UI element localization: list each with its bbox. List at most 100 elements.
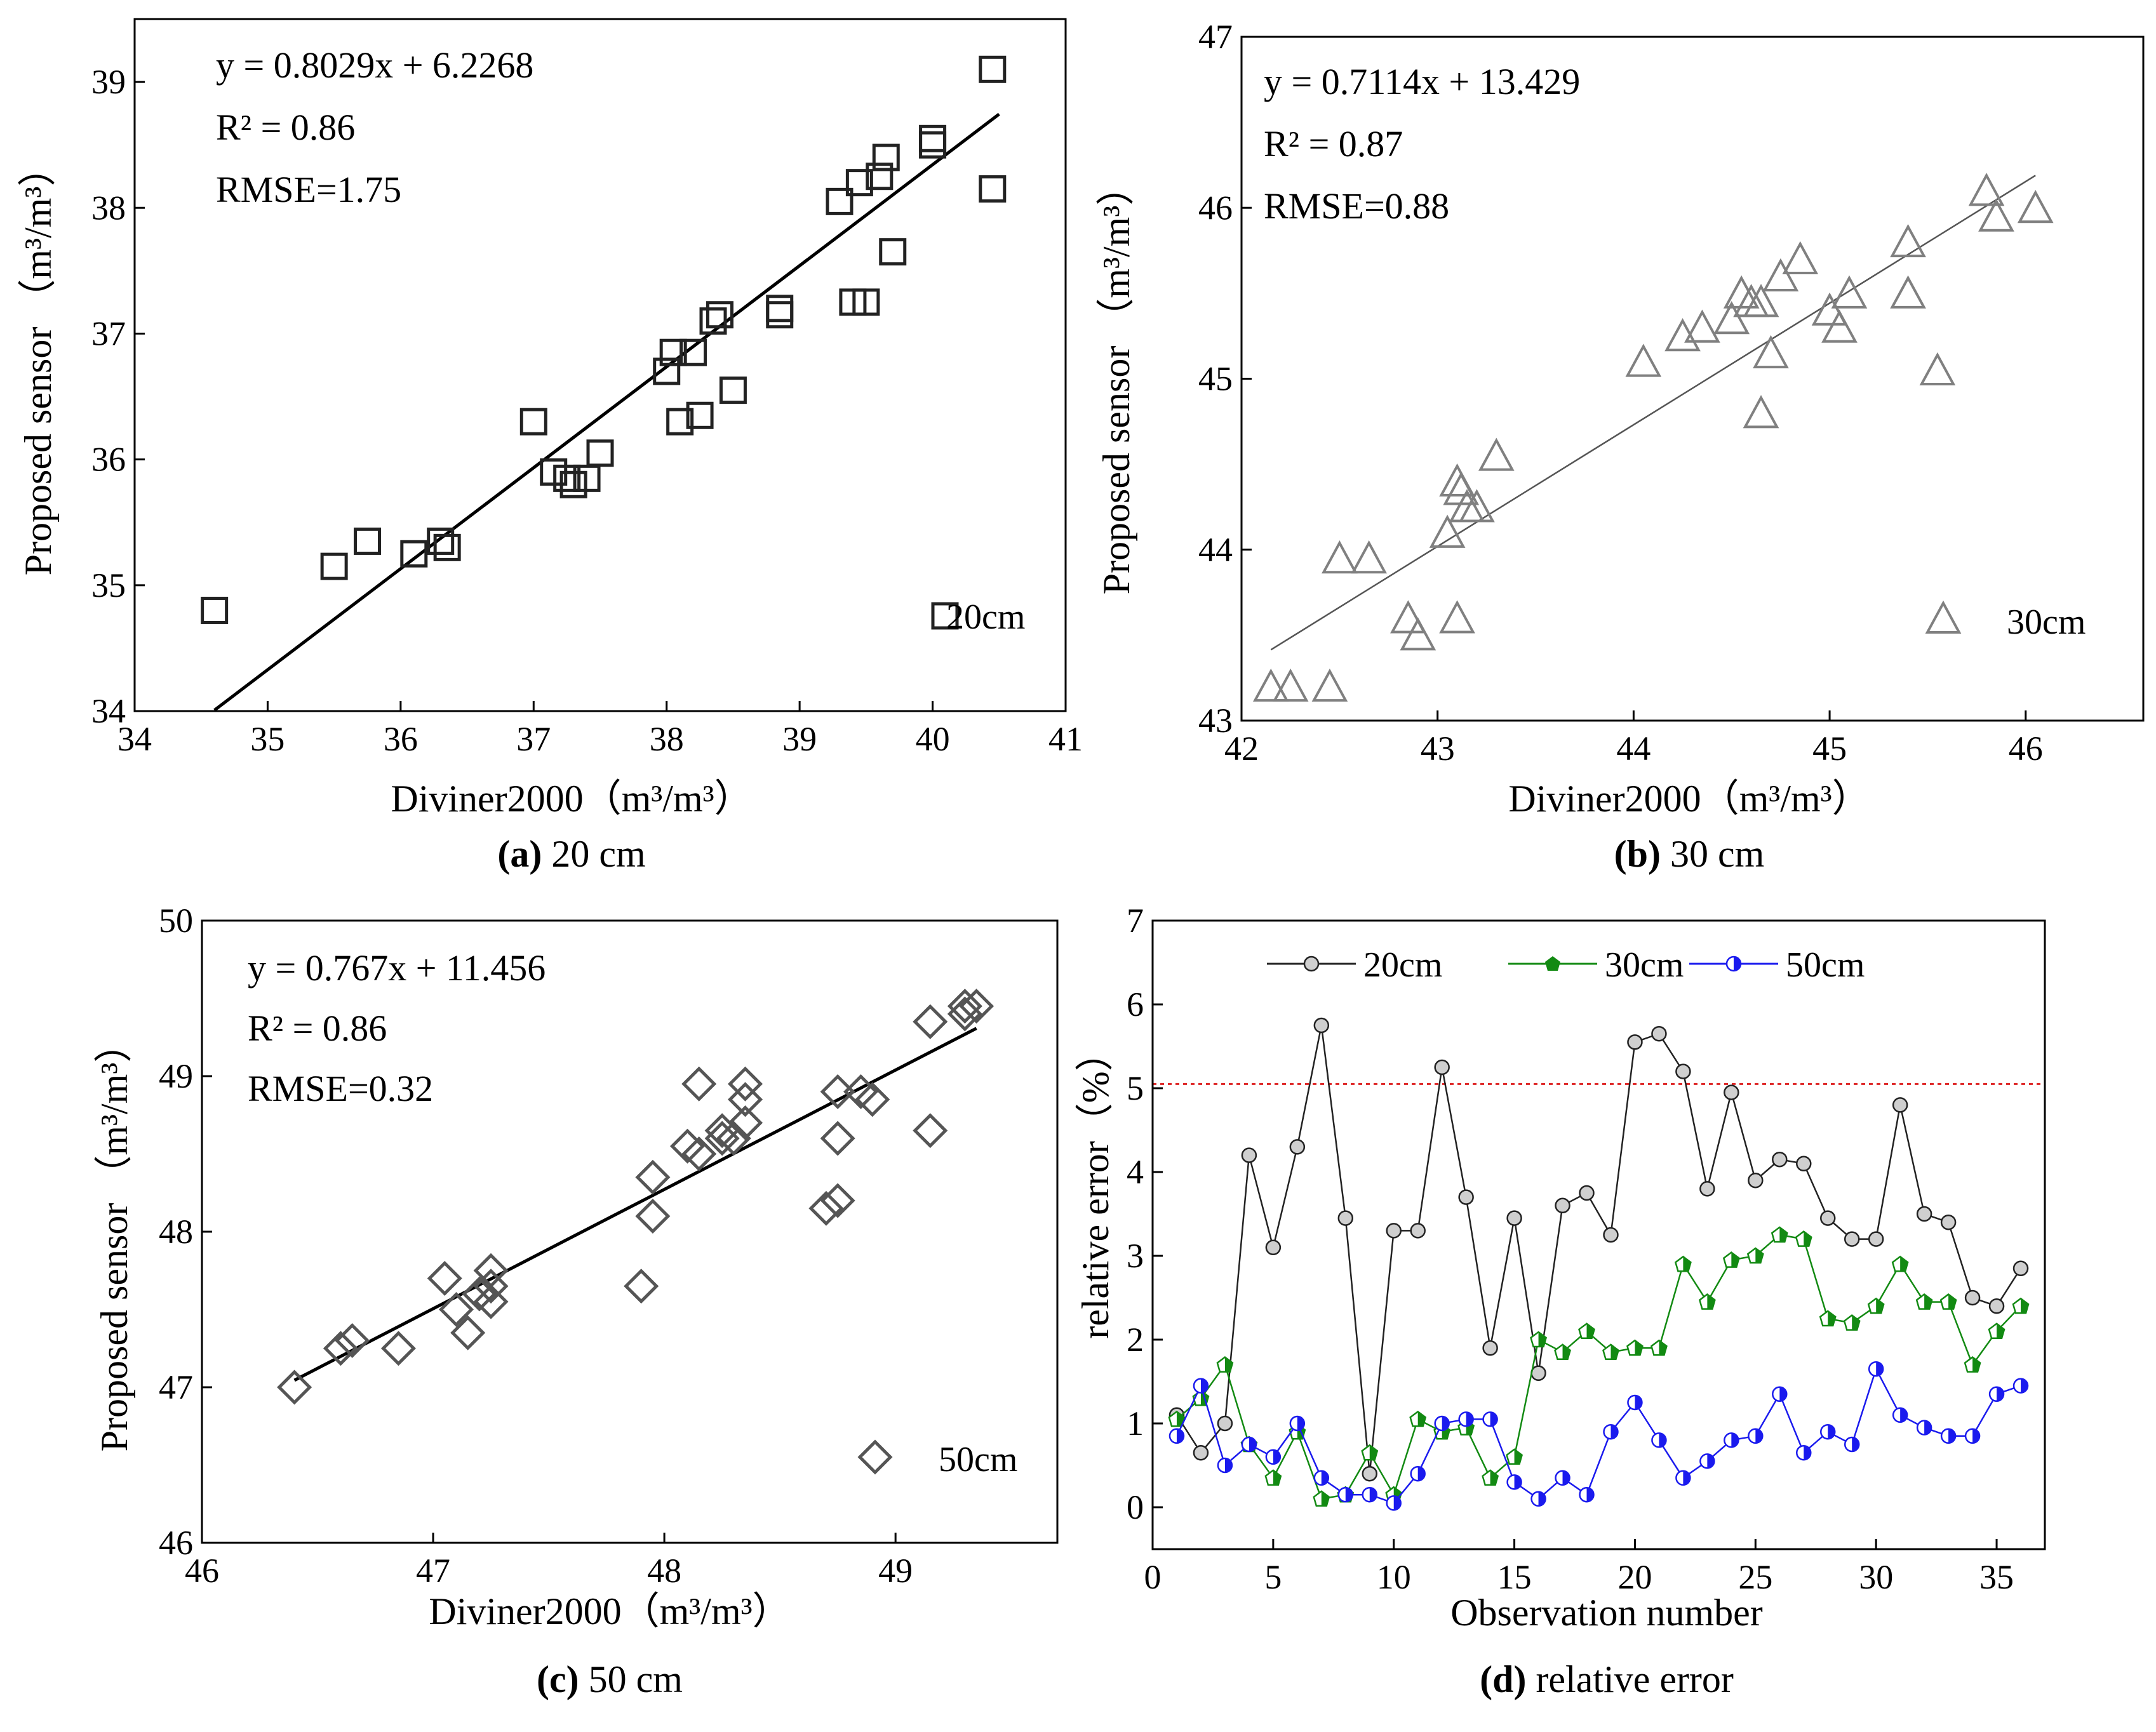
x-tick-label: 47	[416, 1552, 450, 1590]
y-tick-label: 46	[159, 1524, 193, 1562]
y-tick-label: 5	[1127, 1069, 1144, 1107]
legend-marker-fill	[1734, 957, 1741, 971]
data-point-fill	[1200, 1378, 1208, 1393]
data-point-fill	[1852, 1437, 1859, 1451]
x-tick-label: 34	[117, 720, 152, 758]
data-point	[1193, 1444, 1209, 1461]
plot-frame	[133, 18, 1067, 712]
data-point	[913, 1004, 948, 1039]
x-tick-label: 38	[650, 720, 684, 758]
data-point-fill	[1828, 1311, 1836, 1326]
data-point	[1603, 1227, 1619, 1243]
data-point	[659, 338, 687, 366]
data-point	[1252, 668, 1289, 702]
data-point	[1988, 1298, 2005, 1314]
data-point	[1362, 1465, 1378, 1482]
data-point	[1410, 1223, 1426, 1239]
data-point-fill	[1273, 1449, 1280, 1464]
data-point	[380, 1331, 416, 1366]
data-point	[553, 464, 581, 492]
data-point	[919, 124, 947, 152]
data-point-fill	[1562, 1344, 1570, 1359]
data-point	[1429, 514, 1466, 548]
data-point-fill	[1393, 1496, 1401, 1510]
x-axis-label: Diviner2000（m³/m³）	[1508, 778, 1870, 820]
data-point-fill	[1755, 1248, 1764, 1263]
data-point	[826, 187, 854, 215]
data-point-fill	[1779, 1387, 1787, 1401]
data-point	[1724, 1084, 1739, 1100]
data-point	[586, 439, 614, 467]
panel-caption-text: relative error	[1526, 1658, 1733, 1700]
data-point	[1217, 1415, 1233, 1432]
y-tick-label: 1	[1127, 1404, 1144, 1442]
data-point	[1313, 1017, 1330, 1034]
data-point	[635, 1198, 671, 1234]
x-tick-label: 43	[1421, 729, 1455, 768]
data-point	[727, 1066, 763, 1102]
x-tick-label: 15	[1497, 1558, 1532, 1596]
legend-label: 30cm	[1605, 945, 1684, 985]
data-point	[1579, 1185, 1595, 1201]
data-point-fill	[1876, 1362, 1884, 1376]
panel-caption: (a) 20 cm	[497, 833, 645, 875]
annotation-text: y = 0.7114x + 13.429	[1264, 61, 1580, 102]
data-point	[845, 169, 873, 197]
x-tick-label: 48	[647, 1552, 681, 1590]
y-tick-label: 7	[1127, 902, 1144, 940]
data-point-fill	[1321, 1470, 1329, 1485]
data-point-fill	[2021, 1378, 2028, 1393]
panel-caption-letter: (d)	[1480, 1658, 1526, 1700]
data-point-fill	[1369, 1445, 1377, 1460]
data-point-fill	[1876, 1298, 1884, 1314]
data-point	[680, 338, 707, 366]
series-line-20cm	[1175, 1025, 2022, 1474]
y-tick-label: 47	[1198, 18, 1233, 56]
legend-label: 50cm	[1786, 945, 1865, 985]
data-point	[766, 301, 794, 329]
data-point	[1311, 668, 1348, 702]
data-point-fill	[1442, 1416, 1449, 1430]
data-point-fill	[1417, 1467, 1425, 1481]
data-point-fill	[1828, 1425, 1835, 1439]
data-point	[1265, 1239, 1282, 1256]
data-point	[323, 1331, 358, 1366]
data-point-fill	[1779, 1227, 1788, 1242]
data-point-fill	[1514, 1475, 1522, 1489]
data-point	[1748, 1172, 1764, 1189]
y-tick-label: 4	[1127, 1153, 1144, 1191]
data-point-fill	[1707, 1294, 1715, 1309]
y-tick-label: 49	[159, 1057, 193, 1095]
y-tick-label: 38	[91, 189, 126, 227]
data-point	[1272, 668, 1309, 702]
y-tick-label: 39	[91, 63, 126, 101]
data-point	[666, 408, 694, 436]
y-tick-label: 36	[91, 441, 126, 479]
data-point-fill	[1635, 1396, 1642, 1409]
legend-marker	[857, 1439, 893, 1475]
data-point	[1289, 1139, 1306, 1155]
data-point	[947, 996, 982, 1032]
annotation-text: RMSE=1.75	[216, 169, 401, 210]
data-point	[1458, 1189, 1474, 1205]
panel-caption-letter: (c)	[537, 1658, 579, 1700]
legend-marker	[1303, 956, 1320, 972]
data-point	[855, 1082, 890, 1117]
data-point-fill	[1635, 1340, 1643, 1356]
fit-line	[293, 1027, 977, 1382]
panel-caption-letter: (b)	[1614, 833, 1661, 875]
data-point	[820, 1183, 855, 1218]
data-point	[427, 527, 455, 555]
data-point	[716, 1121, 751, 1156]
data-point	[320, 552, 348, 580]
y-tick-label: 50	[159, 902, 193, 940]
data-point	[400, 540, 428, 568]
data-point-fill	[1707, 1454, 1715, 1469]
data-point	[1796, 1156, 1812, 1172]
data-point	[1627, 1034, 1643, 1050]
data-point	[1434, 1059, 1450, 1076]
panel-caption: (d) relative error	[1480, 1658, 1734, 1700]
y-tick-label: 0	[1127, 1488, 1144, 1526]
data-point-fill	[2021, 1298, 2029, 1314]
data-point	[1241, 1147, 1257, 1163]
